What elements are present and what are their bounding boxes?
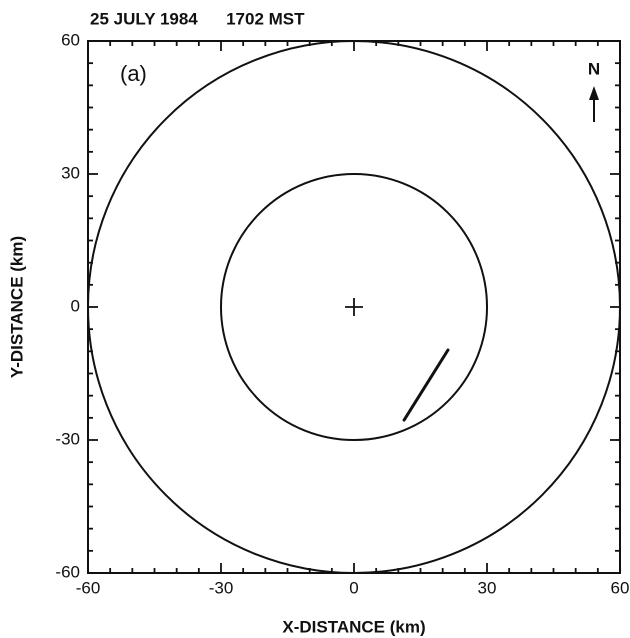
y-tick-label: 0 (71, 296, 80, 315)
range-ring (220, 173, 488, 441)
panel-label: (a) (120, 61, 147, 86)
x-tick-label: 60 (611, 578, 630, 597)
y-axis-label: Y-DISTANCE (km) (7, 236, 26, 378)
y-tick-label: -30 (55, 429, 80, 448)
chart-title: 25 JULY 1984 1702 MST (90, 9, 305, 28)
north-label: N (588, 59, 600, 78)
x-tick-label: 30 (478, 578, 497, 597)
y-tick-label: -60 (55, 562, 80, 581)
north-arrow (589, 86, 599, 122)
feature-line (402, 348, 450, 422)
range-ring (87, 40, 621, 574)
center-marker (345, 298, 363, 316)
x-axis-label: X-DISTANCE (km) (282, 617, 425, 636)
y-tick-label: 30 (61, 163, 80, 182)
y-tick-label: 60 (61, 30, 80, 49)
x-tick-label: -60 (76, 578, 101, 597)
x-tick-label: -30 (209, 578, 234, 597)
x-tick-label: 0 (349, 578, 358, 597)
